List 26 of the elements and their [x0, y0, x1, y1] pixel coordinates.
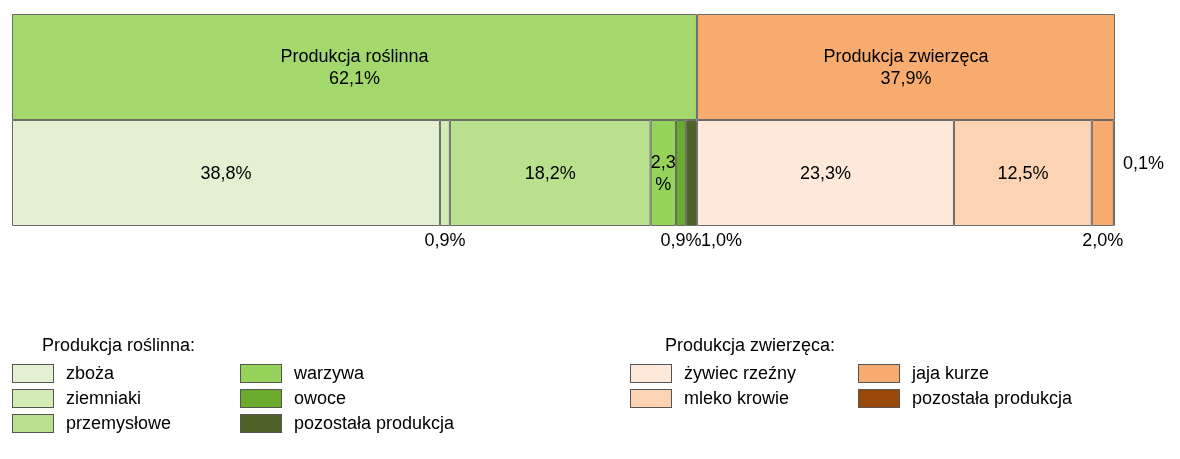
- text: Produkcja roślinna:: [42, 335, 196, 356]
- data-label: 0,1%: [1123, 153, 1165, 173]
- data-label: 37,9%: [880, 68, 932, 88]
- legend-label: jaja kurze: [912, 363, 990, 384]
- data-label: 18,2%: [524, 163, 576, 183]
- legend-label: pozostała produkcja: [912, 388, 1073, 409]
- series-label: Produkcja roślinna: [280, 46, 430, 66]
- legend-label: owoce: [294, 388, 347, 409]
- legend-label: mleko krowie: [684, 388, 790, 409]
- legend-label: żywiec rzeźny: [684, 363, 797, 384]
- series-label: Produkcja zwierzęca: [823, 46, 990, 66]
- legend-label: pozostała produkcja: [294, 413, 455, 434]
- data-label: 0,9%: [424, 230, 466, 250]
- data-label: 2,0%: [1082, 230, 1124, 250]
- data-label: 62,1%: [328, 68, 380, 88]
- data-label: 12,5%: [997, 163, 1049, 183]
- legend-label: warzywa: [294, 363, 365, 384]
- data-label: 38,8%: [200, 163, 252, 183]
- data-label: 2,3%: [650, 152, 676, 194]
- legend-label: przemysłowe: [66, 413, 172, 434]
- data-label: 23,3%: [799, 163, 851, 183]
- legend-label: zboża: [66, 363, 115, 384]
- text: Produkcja zwierzęca:: [665, 335, 836, 356]
- data-label: 0,9%: [660, 230, 702, 250]
- legend-label: ziemniaki: [66, 388, 142, 409]
- data-label: 1,0%: [700, 230, 742, 250]
